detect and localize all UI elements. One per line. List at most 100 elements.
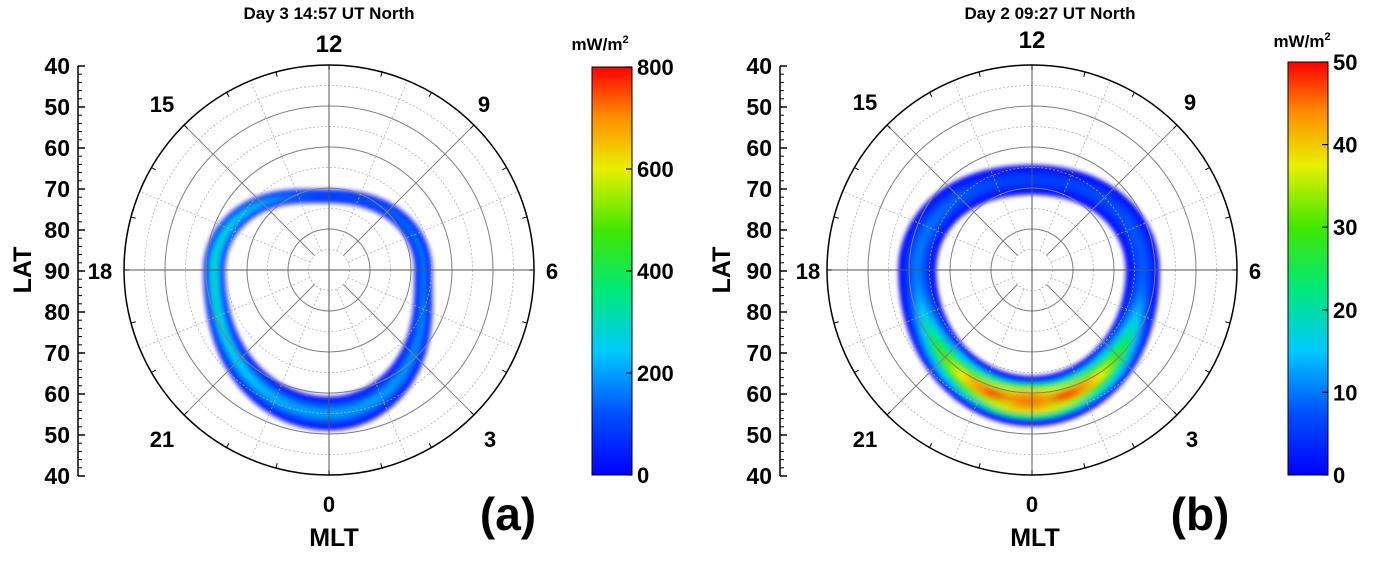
lat-tick-label: 40 (746, 53, 772, 79)
grid-spoke (183, 284, 315, 416)
panel-b-polar-grid (826, 64, 1238, 476)
boundary-tick (428, 443, 432, 448)
boundary-tick (886, 124, 891, 129)
colorbar-gradient (1287, 61, 1329, 476)
boundary-tick (1205, 369, 1210, 373)
boundary-tick (380, 71, 383, 77)
boundary-tick (183, 411, 188, 416)
grid-spoke-minor (139, 191, 311, 263)
grid-spoke (343, 124, 475, 256)
boundary-tick (854, 167, 859, 171)
panel-a-lat-axis: 40 50 60 70 80 90 80 70 60 50 40 (44, 53, 85, 489)
boundary-tick (1131, 92, 1135, 97)
panel-b-title: Day 2 09:27 UT North (965, 4, 1136, 23)
lat-tick-label: 40 (44, 53, 70, 79)
panel-a-ylabel: LAT (9, 247, 37, 294)
panel-b-mlt-label-6: 6 (1249, 259, 1261, 284)
lat-tick-label: 40 (44, 463, 70, 489)
lat-tick-label: 50 (44, 422, 70, 448)
grid-spoke-minor (336, 288, 408, 460)
boundary-tick (428, 92, 432, 97)
boundary-tick (183, 124, 188, 129)
boundary-tick (470, 411, 475, 416)
colorbar-unit: mW/m2 (1273, 31, 1330, 51)
panel-b-mlt-label-3: 3 (1186, 427, 1198, 452)
lat-tick-label: 90 (44, 258, 70, 284)
colorbar-tick-label: 600 (637, 157, 674, 182)
boundary-tick (1205, 167, 1210, 171)
boundary-tick (1225, 216, 1231, 219)
lat-tick-label: 80 (44, 217, 70, 243)
lat-tick-label: 90 (746, 258, 772, 284)
boundary-tick (226, 92, 230, 97)
boundary-tick (151, 369, 156, 373)
panel-b-mlt-label-9: 9 (1184, 90, 1196, 115)
grid-spoke-minor (336, 80, 408, 252)
grid-spoke (343, 284, 475, 416)
grid-spoke-minor (250, 288, 322, 460)
panel-b-hotspot (986, 389, 1071, 414)
grid-spoke-minor (250, 80, 322, 252)
lat-tick-label: 60 (44, 135, 70, 161)
colorbar-unit: mW/m2 (571, 34, 628, 54)
panel-a-mlt-label-12: 12 (316, 31, 343, 58)
panel-a-mlt-label-15: 15 (150, 92, 174, 117)
boundary-tick (502, 167, 507, 171)
grid-spoke-minor (347, 277, 519, 349)
grid-spoke-minor (1050, 277, 1222, 349)
lat-tick-label: 40 (746, 463, 772, 489)
lat-tick-label: 80 (746, 217, 772, 243)
grid-spoke-minor (1050, 191, 1222, 263)
boundary-tick (130, 216, 136, 219)
panel-b-ylabel: LAT (708, 247, 736, 294)
lat-tick-label: 70 (746, 176, 772, 202)
boundary-tick (470, 124, 475, 129)
colorbar-tick-label: 20 (1333, 298, 1357, 323)
colorbar-tick-label: 0 (637, 463, 649, 488)
lat-tick-label: 50 (746, 94, 772, 120)
boundary-tick (151, 167, 156, 171)
panel-a-mlt-label-9: 9 (478, 92, 490, 117)
boundary-tick (886, 411, 891, 416)
boundary-tick (1083, 71, 1086, 77)
boundary-tick (130, 321, 136, 324)
panel-a-title: Day 3 14:57 UT North (244, 4, 415, 23)
panel-b-mlt-label-18: 18 (796, 259, 820, 284)
lat-tick-label: 70 (746, 340, 772, 366)
lat-tick-label: 60 (746, 135, 772, 161)
lat-tick-label: 50 (44, 94, 70, 120)
grid-spoke (1046, 124, 1178, 256)
panel-a-colorbar: 0 200 400 600 800 mW/m2 (571, 34, 673, 488)
panel-b-mlt-label-21: 21 (853, 427, 877, 452)
grid-spoke-minor (1039, 288, 1111, 460)
colorbar-gradient (591, 66, 633, 476)
grid-spoke-minor (1039, 80, 1111, 252)
boundary-tick (1131, 443, 1135, 448)
grid-spoke (183, 124, 315, 256)
colorbar-tick-label: 10 (1333, 380, 1357, 405)
boundary-tick (522, 321, 528, 324)
panel-b-xlabel: MLT (1010, 524, 1060, 552)
boundary-tick (380, 463, 383, 469)
lat-tick-label: 70 (44, 176, 70, 202)
boundary-tick (1225, 321, 1231, 324)
panel-b-mlt-label-12: 12 (1019, 27, 1046, 54)
boundary-tick (275, 463, 278, 469)
boundary-tick (522, 216, 528, 219)
colorbar-tick-label: 50 (1333, 50, 1357, 75)
boundary-tick (226, 443, 230, 448)
colorbar-tick-label: 800 (637, 55, 674, 80)
boundary-tick (929, 92, 933, 97)
panel-a-polar-grid (123, 64, 535, 476)
grid-spoke-minor (953, 288, 1025, 460)
panel-a-mlt-label-0: 0 (323, 492, 335, 517)
boundary-tick (854, 369, 859, 373)
boundary-tick (929, 443, 933, 448)
boundary-tick (1173, 124, 1178, 129)
lat-tick-label: 60 (44, 381, 70, 407)
boundary-tick (978, 463, 981, 469)
panel-a-mlt-label-18: 18 (88, 259, 112, 284)
